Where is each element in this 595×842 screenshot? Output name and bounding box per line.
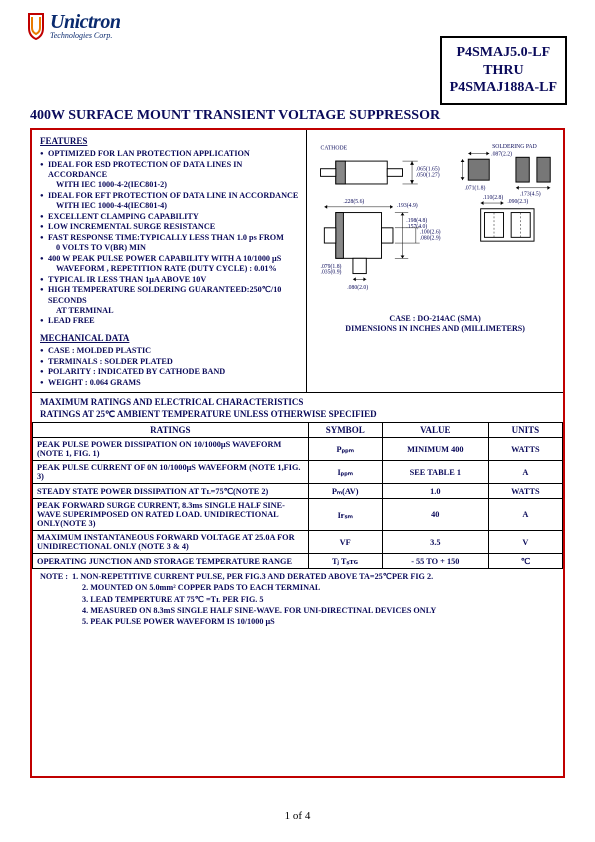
table-cell: Pₚₚₘ — [308, 438, 382, 461]
main-content-box: FEATURES OPTIMIZED FOR LAN PROTECTION AP… — [30, 128, 565, 778]
table-cell: Iғₛₘ — [308, 499, 382, 531]
table-cell: - 55 TO + 150 — [382, 554, 488, 569]
svg-text:.090(2.3): .090(2.3) — [508, 198, 529, 205]
svg-text:.193(4.9): .193(4.9) — [397, 202, 418, 209]
table-cell: Tⱼ Tₛтɢ — [308, 554, 382, 569]
table-cell: 40 — [382, 499, 488, 531]
svg-text:.110(2.8): .110(2.8) — [483, 194, 504, 201]
features-heading: FEATURES — [40, 136, 300, 147]
part-number-box: P4SMAJ5.0-LF THRU P4SMAJ188A-LF — [440, 36, 567, 105]
feature-item: IDEAL FOR EFT PROTECTION OF DATA LINE IN… — [40, 191, 300, 202]
table-row: OPERATING JUNCTION AND STORAGE TEMPERATU… — [33, 554, 563, 569]
svg-text:.173(4.5): .173(4.5) — [520, 190, 541, 197]
table-row: PEAK FORWARD SURGE CURRENT, 8.3ms SINGLE… — [33, 499, 563, 531]
svg-text:.071(1.8): .071(1.8) — [465, 185, 486, 192]
svg-text:.228(5.6): .228(5.6) — [344, 198, 365, 205]
table-cell: PEAK FORWARD SURGE CURRENT, 8.3ms SINGLE… — [33, 499, 309, 531]
table-cell: SEE TABLE 1 — [382, 461, 488, 484]
feature-item: 0 VOLTS TO V(BR) MIN — [40, 243, 300, 254]
ratings-heading-2: RATINGS AT 25℃ AMBIENT TEMPERATURE UNLES… — [40, 409, 557, 421]
features-column: FEATURES OPTIMIZED FOR LAN PROTECTION AP… — [32, 130, 307, 392]
feature-item: 400 W PEAK PULSE POWER CAPABILITY WITH A… — [40, 254, 300, 265]
note-1: 1. NON-REPETITIVE CURRENT PULSE, PER FIG… — [72, 572, 433, 581]
table-cell: Iₚₚₘ — [308, 461, 382, 484]
feature-item: WAVEFORM , REPETITION RATE (DUTY CYCLE) … — [40, 264, 300, 275]
svg-text:.080(2.0): .080(2.0) — [347, 284, 368, 291]
logo: Unictron Technologies Corp. — [26, 12, 120, 40]
case-label: CASE : DO-214AC (SMA) — [311, 314, 559, 324]
svg-text:.035(0.9): .035(0.9) — [321, 269, 342, 276]
page-footer: 1 of 4 — [0, 810, 595, 822]
cathode-label: CATHODE — [321, 146, 348, 152]
table-cell: 3.5 — [382, 531, 488, 554]
mech-item: TERMINALS : SOLDER PLATED — [40, 357, 300, 368]
table-row: STEADY STATE POWER DISSIPATION AT Tʟ=75℃… — [33, 484, 563, 499]
feature-item: LEAD FREE — [40, 316, 300, 327]
table-cell: ℃ — [488, 554, 562, 569]
ratings-table: RATINGSSYMBOLVALUEUNITS PEAK PULSE POWER… — [32, 422, 563, 569]
note-5: 5. PEAK PULSE POWER WAVEFORM IS 10/1000 … — [40, 616, 555, 627]
table-cell: VF — [308, 531, 382, 554]
table-cell: OPERATING JUNCTION AND STORAGE TEMPERATU… — [33, 554, 309, 569]
feature-item: EXCELLENT CLAMPING CAPABILITY — [40, 212, 300, 223]
note-2: 2. MOUNTED ON 5.0mm² COPPER PADS TO EACH… — [40, 582, 555, 593]
table-cell: PEAK PULSE CURRENT OF 0N 10/1000μS WAVEF… — [33, 461, 309, 484]
soldering-label: SOLDERING PAD — [492, 144, 537, 150]
note-4: 4. MEASURED ON 8.3mS SINGLE HALF SINE-WA… — [40, 605, 555, 616]
svg-text:.050(1.27): .050(1.27) — [416, 171, 440, 178]
notes-block: NOTE : 1. NON-REPETITIVE CURRENT PULSE, … — [32, 569, 563, 630]
table-cell: MINIMUM 400 — [382, 438, 488, 461]
table-cell: STEADY STATE POWER DISSIPATION AT Tʟ=75℃… — [33, 484, 309, 499]
table-cell: A — [488, 499, 562, 531]
table-cell: MAXIMUM INSTANTANEOUS FORWARD VOLTAGE AT… — [33, 531, 309, 554]
table-cell: PEAK PULSE POWER DISSIPATION ON 10/1000μ… — [33, 438, 309, 461]
dim-label: DIMENSIONS IN INCHES AND (MILLIMETERS) — [311, 324, 559, 334]
package-diagram: CATHODE SOLDERING PAD .065(1 — [311, 134, 559, 314]
table-cell: V — [488, 531, 562, 554]
feature-item: IDEAL FOR ESD PROTECTION OF DATA LINES I… — [40, 160, 300, 181]
feature-item: WITH IEC 1000-4-2(IEC801-2) — [40, 180, 300, 191]
table-cell: WATTS — [488, 484, 562, 499]
table-header: VALUE — [382, 423, 488, 438]
table-cell: 1.0 — [382, 484, 488, 499]
table-header: SYMBOL — [308, 423, 382, 438]
ratings-heading: MAXIMUM RATINGS AND ELECTRICAL CHARACTER… — [32, 393, 563, 422]
note-3: 3. LEAD TEMPERTURE AT 75℃ =Tʟ PER FIG. 5 — [40, 594, 555, 605]
table-cell: Pₘ(AV) — [308, 484, 382, 499]
table-header: UNITS — [488, 423, 562, 438]
logo-icon — [26, 12, 46, 40]
feature-item: OPTIMIZED FOR LAN PROTECTION APPLICATION — [40, 149, 300, 160]
mech-item: WEIGHT : 0.064 GRAMS — [40, 378, 300, 389]
notes-lead: NOTE : — [40, 572, 68, 581]
table-row: MAXIMUM INSTANTANEOUS FORWARD VOLTAGE AT… — [33, 531, 563, 554]
table-cell: A — [488, 461, 562, 484]
feature-item: HIGH TEMPERATURE SOLDERING GUARANTEED:25… — [40, 285, 300, 306]
logo-brand: Unictron — [50, 12, 120, 32]
part-line-3: P4SMAJ188A-LF — [450, 79, 557, 97]
part-line-2: THRU — [450, 62, 557, 80]
feature-item: FAST RESPONSE TIME:TYPICALLY LESS THAN 1… — [40, 233, 300, 244]
diagram-column: CATHODE SOLDERING PAD .065(1 — [307, 130, 563, 392]
mech-item: POLARITY : INDICATED BY CATHODE BAND — [40, 367, 300, 378]
table-row: PEAK PULSE POWER DISSIPATION ON 10/1000μ… — [33, 438, 563, 461]
main-heading: 400W SURFACE MOUNT TRANSIENT VOLTAGE SUP… — [30, 108, 440, 124]
table-row: PEAK PULSE CURRENT OF 0N 10/1000μS WAVEF… — [33, 461, 563, 484]
part-line-1: P4SMAJ5.0-LF — [450, 44, 557, 62]
logo-subtitle: Technologies Corp. — [50, 32, 120, 40]
table-cell: WATTS — [488, 438, 562, 461]
mech-item: CASE : MOLDED PLASTIC — [40, 346, 300, 357]
feature-item: TYPICAL IR LESS THAN 1μA ABOVE 10V — [40, 275, 300, 286]
svg-text:.080(2.9): .080(2.9) — [420, 234, 441, 241]
table-header: RATINGS — [33, 423, 309, 438]
feature-item: WITH IEC 1000-4-4(IEC801-4) — [40, 201, 300, 212]
ratings-heading-1: MAXIMUM RATINGS AND ELECTRICAL CHARACTER… — [40, 397, 557, 409]
mechanical-heading: MECHANICAL DATA — [40, 333, 300, 344]
feature-item: LOW INCREMENTAL SURGE RESISTANCE — [40, 222, 300, 233]
feature-item: AT TERMINAL — [40, 306, 300, 317]
svg-text:.087(2.2): .087(2.2) — [491, 150, 512, 157]
